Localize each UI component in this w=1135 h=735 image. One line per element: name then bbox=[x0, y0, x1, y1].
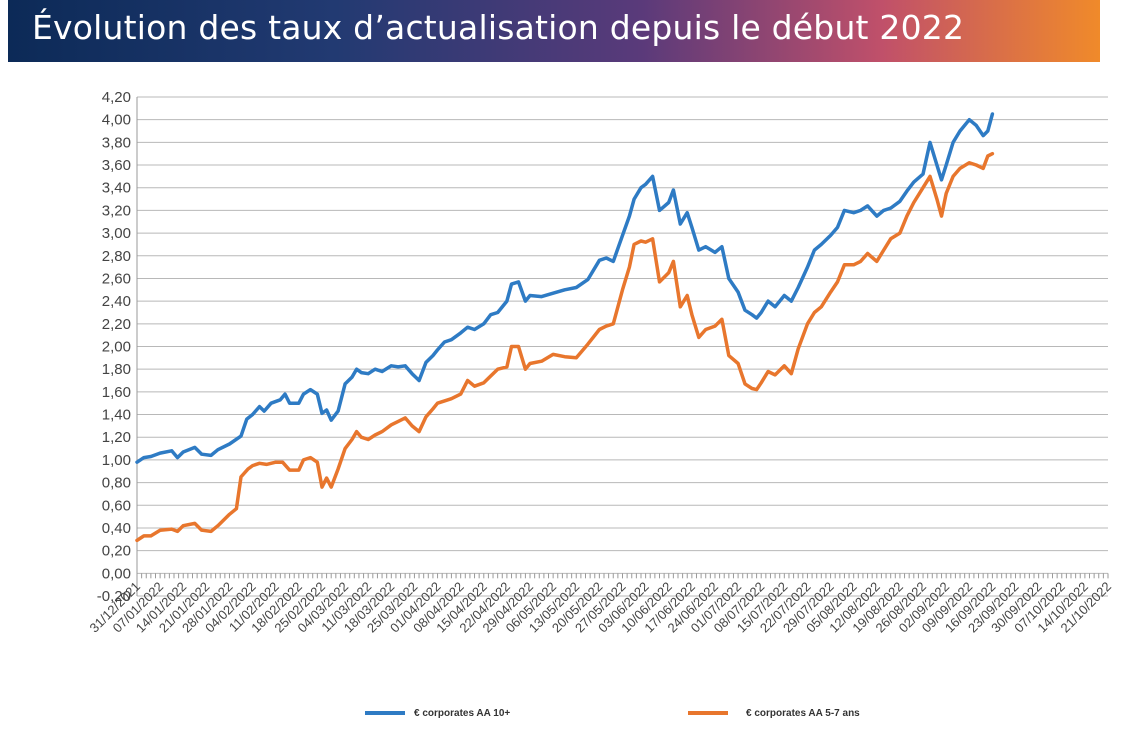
y-tick-label: 1,40 bbox=[102, 407, 131, 424]
gridlines bbox=[136, 96, 1108, 597]
y-tick-label: 2,80 bbox=[102, 248, 131, 265]
chart-title: Évolution des taux d’actualisation depui… bbox=[32, 8, 965, 47]
y-tick-label: 3,80 bbox=[102, 134, 131, 151]
y-tick-label: 4,20 bbox=[102, 89, 131, 106]
y-tick-label: 3,20 bbox=[102, 202, 131, 219]
y-tick-label: 2,40 bbox=[102, 293, 131, 310]
y-tick-label: 0,40 bbox=[102, 520, 131, 537]
legend-label: € corporates AA 5-7 ans bbox=[746, 708, 860, 719]
y-tick-label: 0,20 bbox=[102, 543, 131, 560]
y-tick-label: 1,00 bbox=[102, 452, 131, 469]
y-tick-label: -0,20 bbox=[97, 588, 131, 605]
series-line-1 bbox=[135, 112, 995, 464]
title-banner: Évolution des taux d’actualisation depui… bbox=[8, 0, 1100, 62]
y-axis-ticks: 4,20 4,00 3,80 3,60 3,40 3,20 3,00 2,80 2,60 2,40… bbox=[97, 89, 131, 605]
y-tick-label: 2,60 bbox=[102, 270, 131, 287]
y-tick-label: 1,80 bbox=[102, 361, 131, 378]
legend: € corporates AA 10+ € corporates AA 5-7 a… bbox=[365, 708, 860, 719]
y-tick-label: 4,00 bbox=[102, 112, 131, 129]
legend-label: € corporates AA 10+ bbox=[414, 708, 510, 719]
y-tick-label: 0,60 bbox=[102, 497, 131, 514]
y-tick-label: 0,80 bbox=[102, 475, 131, 492]
x-axis-ticks: 31/12/202107/01/202214/01/202221/01/2022… bbox=[86, 573, 1114, 635]
y-tick-label: 0,00 bbox=[102, 565, 131, 582]
y-tick-label: 1,20 bbox=[102, 429, 131, 446]
y-tick-label: 3,60 bbox=[102, 157, 131, 174]
series-line-2 bbox=[135, 151, 995, 543]
y-tick-label: 3,00 bbox=[102, 225, 131, 242]
series-lines bbox=[135, 112, 995, 543]
y-tick-label: 3,40 bbox=[102, 180, 131, 197]
y-tick-label: 2,20 bbox=[102, 316, 131, 333]
y-tick-label: 2,00 bbox=[102, 339, 131, 356]
y-tick-label: 1,60 bbox=[102, 384, 131, 401]
